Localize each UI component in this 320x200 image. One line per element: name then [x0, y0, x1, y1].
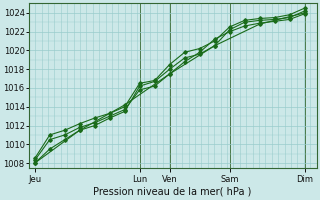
X-axis label: Pression niveau de la mer( hPa ): Pression niveau de la mer( hPa ) [93, 187, 252, 197]
